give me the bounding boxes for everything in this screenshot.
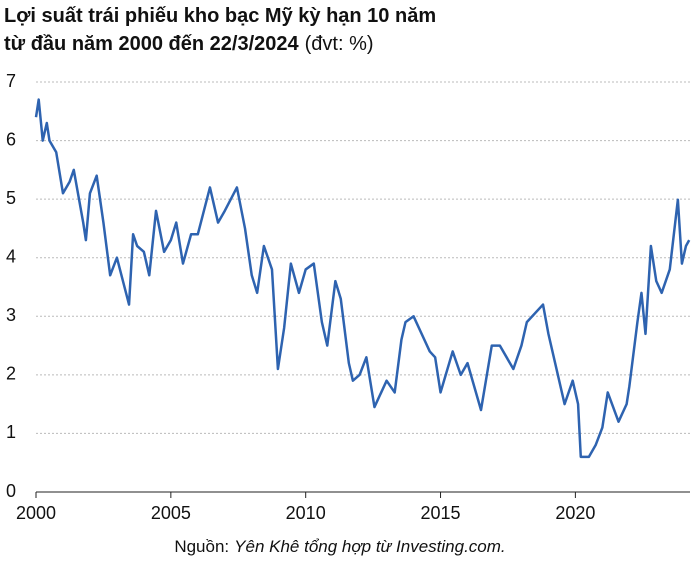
x-tick-label: 2015 bbox=[421, 503, 461, 523]
x-tick-label: 2020 bbox=[555, 503, 595, 523]
y-tick-label: 5 bbox=[6, 188, 16, 208]
y-tick-label: 6 bbox=[6, 129, 16, 149]
x-tick-label: 2010 bbox=[286, 503, 326, 523]
chart-title: Lợi suất trái phiếu kho bạc Mỹ kỳ hạn 10… bbox=[4, 5, 436, 27]
y-tick-label: 7 bbox=[6, 71, 16, 91]
x-tick-label: 2005 bbox=[151, 503, 191, 523]
y-tick-label: 1 bbox=[6, 422, 16, 442]
source: Nguồn: Yên Khê tổng hợp từ Investing.com. bbox=[174, 537, 505, 556]
chart-subtitle: từ đầu năm 2000 đến 22/3/2024 (đvt: %) bbox=[4, 33, 374, 55]
y-tick-label: 0 bbox=[6, 481, 16, 501]
unit-note: (đvt: %) bbox=[305, 33, 374, 55]
yield-line bbox=[34, 98, 691, 459]
source-label: Nguồn: bbox=[174, 537, 229, 556]
subtitle-text: từ đầu năm 2000 đến 22/3/2024 bbox=[4, 33, 300, 55]
x-tick-label: 2000 bbox=[16, 503, 56, 523]
y-tick-label: 4 bbox=[6, 246, 16, 266]
source-text: Yên Khê tổng hợp từ Investing.com. bbox=[234, 537, 506, 556]
y-tick-label: 3 bbox=[6, 305, 16, 325]
y-tick-label: 2 bbox=[6, 364, 16, 384]
